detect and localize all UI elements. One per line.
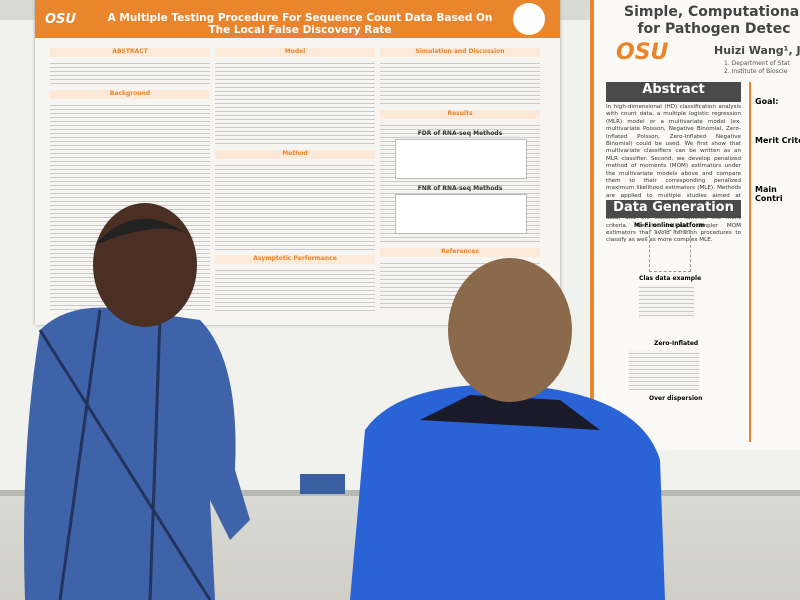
abstract-text: In high-dimensional (HD) classification …	[606, 104, 741, 244]
side-heading: Goal:	[755, 97, 779, 106]
right-poster: Simple, Computational for Pathogen Detec …	[590, 0, 800, 450]
plot	[395, 194, 527, 234]
section-heading: References	[380, 248, 540, 257]
logo: OSU	[45, 12, 76, 27]
section-heading: Abstract	[606, 82, 741, 102]
title-line: Simple, Computational	[624, 4, 800, 20]
eraser	[300, 474, 345, 494]
hair-back	[448, 258, 572, 402]
section-heading: ABSTRACT	[50, 48, 210, 57]
text-block	[50, 60, 210, 86]
data-table	[639, 284, 694, 319]
formulas	[629, 350, 699, 390]
side-heading: Main Contri	[755, 185, 783, 203]
affiliation: 1. Department of Stat	[724, 60, 790, 67]
figure-label: Zero-Inflated	[654, 340, 699, 347]
authors: Huizi Wang¹, J	[714, 44, 800, 57]
plaid-shirt	[24, 307, 250, 600]
logo: OSU	[616, 40, 669, 65]
text-block	[215, 60, 375, 146]
section-heading: Results	[380, 110, 540, 119]
poster-title: Simple, Computational for Pathogen Detec	[614, 4, 800, 38]
section-heading: Method	[215, 150, 375, 159]
figure-label: Over dispersion	[649, 395, 703, 402]
figure-label: Mi-Fi online platform	[634, 222, 705, 229]
blue-jacket	[350, 384, 665, 600]
affiliation: 2. Institute of Bioscie	[724, 68, 788, 75]
section-heading: Asymptotic Performance	[215, 255, 375, 264]
plot	[395, 139, 527, 179]
text-block	[380, 60, 540, 106]
text-block	[215, 162, 375, 251]
poster-header	[35, 0, 560, 38]
section-heading: Model	[215, 48, 375, 57]
plot-title: FDR of RNA-seq Methods	[417, 130, 503, 137]
poster-title: A Multiple Testing Procedure For Sequenc…	[107, 12, 493, 36]
section-heading: Data Generation	[606, 200, 741, 218]
section-heading: Background	[50, 90, 210, 99]
side-column: Goal: Merit Crite Main Contri	[749, 82, 800, 442]
side-heading: Merit Crite	[755, 136, 800, 145]
figure-label: Clas data example	[639, 275, 702, 282]
plot-title: FNR of RNA-seq Methods	[417, 185, 503, 192]
hair	[95, 218, 195, 245]
plaid	[38, 309, 212, 600]
section-heading: Simulation and Discussion	[380, 48, 540, 57]
diagram	[649, 230, 691, 272]
collar	[420, 395, 600, 430]
seal	[513, 3, 545, 35]
title-line: for Pathogen Detec	[637, 21, 791, 37]
text-block	[215, 267, 375, 311]
